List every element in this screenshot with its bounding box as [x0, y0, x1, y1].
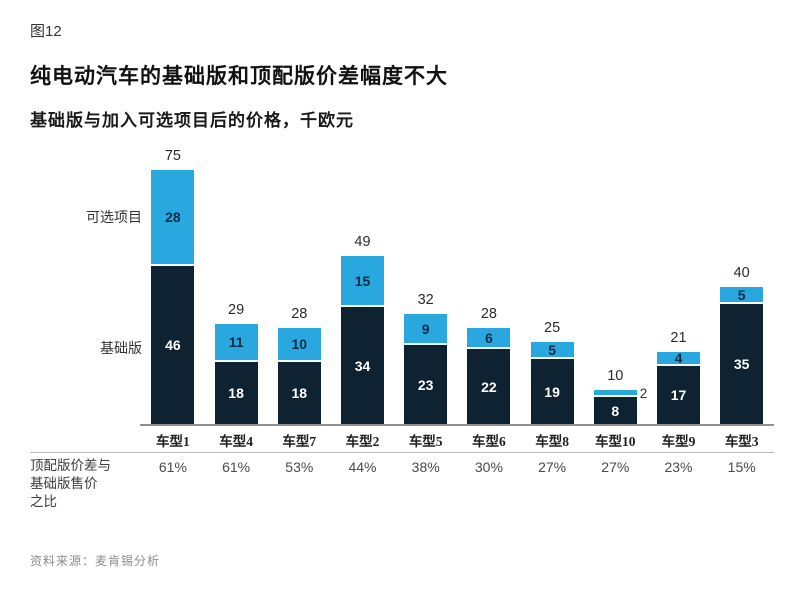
- bar-total-label: 32: [417, 292, 434, 308]
- stacked-bar: 6 22: [467, 328, 511, 424]
- bar-column: 40 5 35: [710, 0, 773, 424]
- bar-column: 75 28 46: [141, 0, 204, 424]
- bar-total-label: 10: [607, 368, 624, 384]
- segment-optional: 6: [467, 328, 511, 349]
- stacked-bar: 15 34: [341, 256, 384, 424]
- stacked-bar: 4 17: [657, 350, 700, 424]
- category-label: 车型9: [661, 434, 696, 449]
- category-label: 车型10: [595, 434, 636, 449]
- category-label: 车型6: [472, 434, 506, 449]
- source-note: 资料来源：麦肯锡分析: [30, 554, 161, 568]
- bar-column: 32 9 23: [394, 0, 457, 424]
- segment-optional: 5: [720, 287, 764, 304]
- segment-base: 17: [657, 366, 700, 424]
- percent-row-separator: [30, 452, 774, 453]
- bar-column: 28 10 18: [268, 0, 331, 424]
- percent-value: 23%: [664, 459, 693, 475]
- category-label: 车型8: [535, 434, 569, 449]
- segment-optional: 9: [404, 314, 448, 345]
- segment-optional: [593, 390, 637, 397]
- x-axis-line: [140, 424, 774, 426]
- bar-total-label: 49: [354, 234, 371, 250]
- stacked-bar: 8: [593, 390, 637, 424]
- category-label: 车型1: [156, 434, 190, 449]
- legend-label-base: 基础版: [100, 342, 142, 357]
- stacked-bar: 5 35: [720, 287, 764, 424]
- segment-optional: 28: [151, 170, 195, 266]
- segment-optional: 15: [341, 256, 384, 307]
- bar-column: 28 6 22: [457, 0, 520, 424]
- segment-base: 35: [720, 304, 764, 424]
- segment-base: 8: [593, 397, 637, 424]
- segment-base: 46: [151, 266, 195, 424]
- stacked-bar: 9 23: [404, 314, 448, 424]
- percent-value: 53%: [285, 459, 314, 475]
- category-label: 车型4: [219, 434, 253, 449]
- bar-total-label: 75: [164, 148, 181, 164]
- figure-subtitle: 基础版与加入可选项目后的价格，千欧元: [30, 111, 354, 130]
- segment-optional: 5: [530, 342, 574, 359]
- bar-total-label: 28: [480, 306, 497, 322]
- stacked-bar: 5 19: [530, 342, 574, 424]
- percent-value: 61%: [158, 459, 187, 475]
- percent-value: 30%: [474, 459, 503, 475]
- segment-optional: 10: [277, 328, 321, 362]
- category-label: 车型2: [345, 434, 380, 449]
- category-label: 车型7: [282, 434, 317, 449]
- bar-total-label: 29: [228, 302, 245, 318]
- legend-label-optional: 可选项目: [86, 211, 142, 226]
- segment-base: 34: [341, 307, 384, 424]
- figure-number: 图12: [30, 23, 62, 40]
- segment-base: 18: [277, 362, 321, 424]
- bar-total-label: 25: [544, 320, 561, 336]
- bar-column: 29 11 18: [205, 0, 268, 424]
- percent-value: 44%: [348, 459, 377, 475]
- segment-optional: 11: [214, 324, 258, 362]
- segment-base: 18: [214, 362, 258, 424]
- bar-column: 25 5 19: [521, 0, 584, 424]
- bar-total-label: 40: [733, 265, 750, 281]
- category-label: 车型3: [724, 434, 759, 449]
- bar-column: 10 8: [584, 0, 647, 424]
- bar-total-label: 28: [291, 306, 308, 322]
- segment-base: 19: [530, 359, 574, 424]
- bar-total-label: 21: [670, 330, 687, 346]
- percent-value: 38%: [411, 459, 440, 475]
- figure-title: 纯电动汽车的基础版和顶配版价差幅度不大: [30, 64, 448, 88]
- segment-optional-outside-label: 2: [639, 385, 648, 401]
- bar-column: 49 15 34: [331, 0, 394, 424]
- segment-base: 23: [404, 345, 448, 424]
- stacked-bar: 28 46: [151, 170, 195, 424]
- category-label: 车型5: [408, 434, 443, 449]
- percent-row-label: 顶配版价差与 基础版售价 之比: [30, 458, 111, 509]
- stacked-bar: 11 18: [214, 324, 258, 424]
- segment-base: 22: [467, 349, 511, 424]
- stacked-bar: 10 18: [277, 328, 321, 424]
- bar-column: 21 4 17: [647, 0, 710, 424]
- percent-value: 15%: [727, 459, 756, 475]
- segment-optional: 4: [657, 350, 700, 366]
- percent-value: 61%: [222, 459, 251, 475]
- percent-value: 27%: [538, 459, 567, 475]
- percent-value: 27%: [601, 459, 630, 475]
